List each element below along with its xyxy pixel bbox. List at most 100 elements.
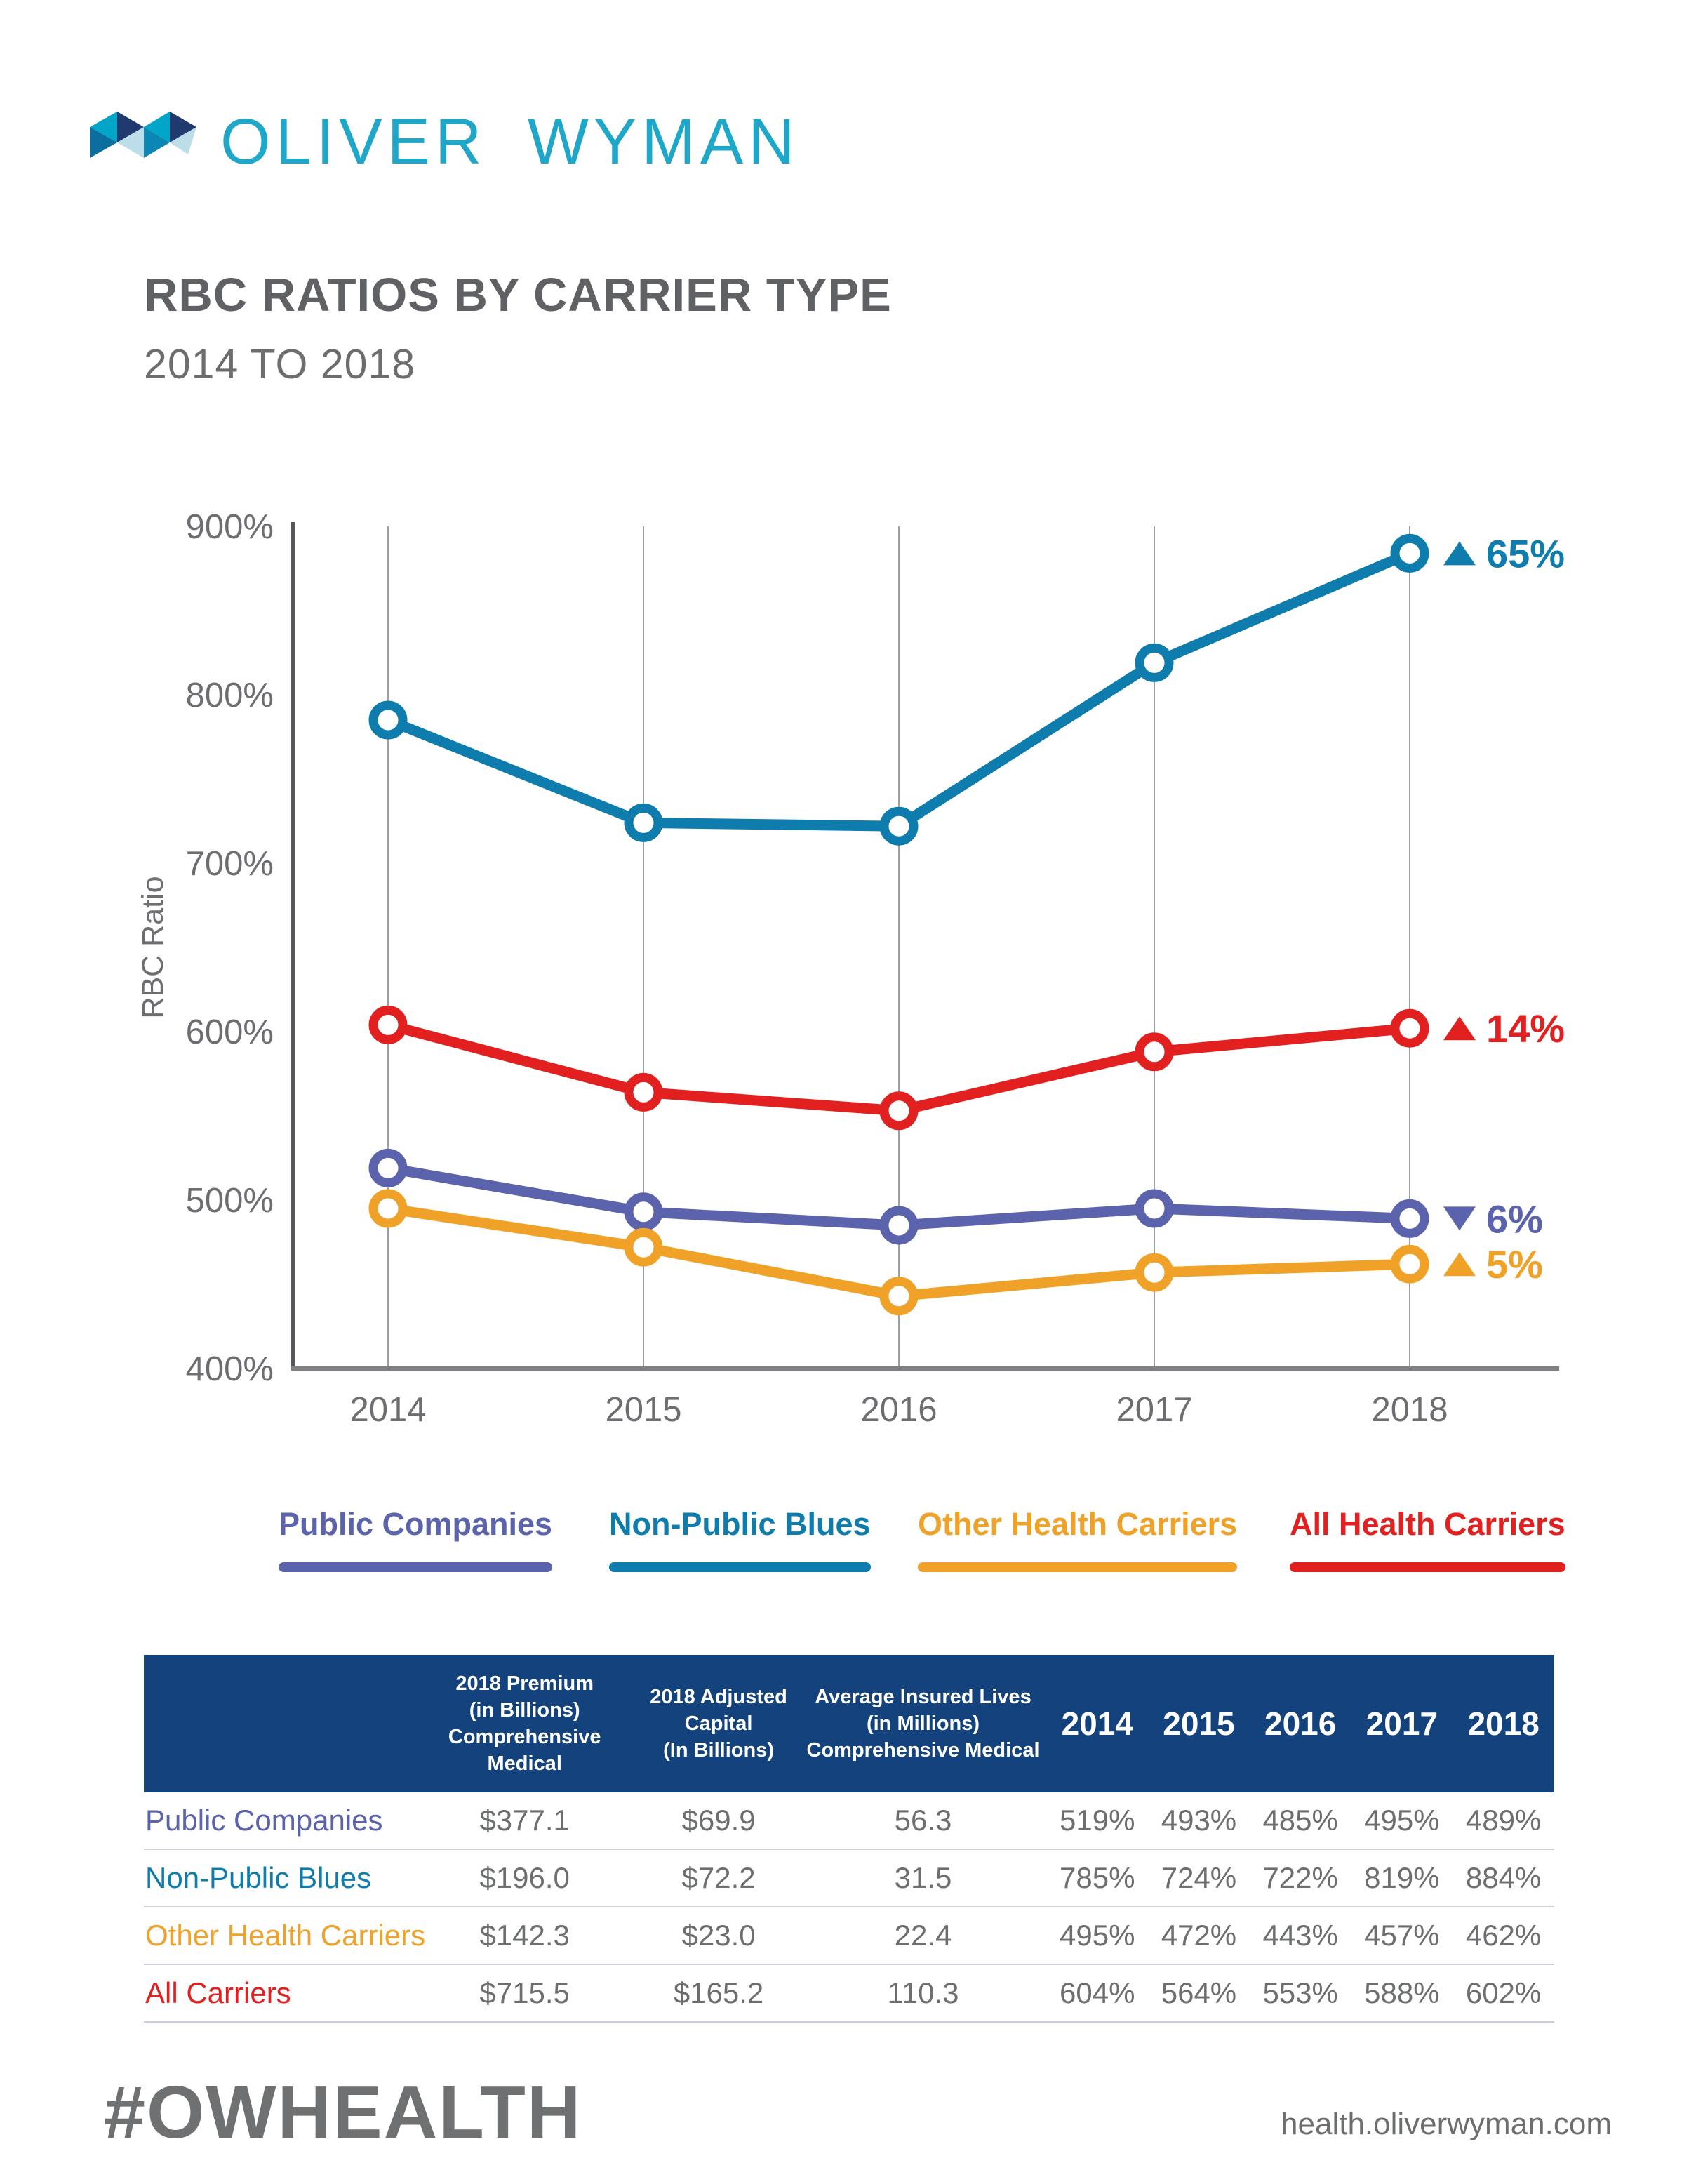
x-tick-label-2017: 2017 [1116, 1391, 1192, 1429]
data-point-non-public-blues-2018 [1390, 533, 1429, 573]
table-cell: 724% [1148, 1849, 1250, 1907]
data-point-other-health-carriers-2017 [1135, 1253, 1174, 1292]
legend-color-bar [279, 1562, 553, 1572]
table-cell: $23.0 [637, 1907, 800, 1965]
table-cell: 493% [1148, 1792, 1250, 1850]
data-point-other-health-carriers-2014 [368, 1189, 408, 1228]
table-cell: 485% [1249, 1792, 1351, 1850]
annotation-label-non-public-blues: 65% [1486, 531, 1565, 575]
table-cell: 884% [1453, 1849, 1554, 1907]
brand-wordmark: OLIVER WYMAN [220, 105, 800, 178]
data-point-public-companies-2015 [624, 1192, 663, 1232]
column-header-2014: 2014 [1046, 1655, 1149, 1792]
annotation-label-all-health-carriers: 14% [1486, 1006, 1565, 1051]
legend-color-bar [609, 1562, 871, 1572]
data-point-non-public-blues-2016 [879, 806, 919, 846]
table-cell: 31.5 [799, 1849, 1047, 1907]
y-axis-title: RBC Ratio [136, 876, 170, 1018]
column-header-2018: 2018 [1453, 1655, 1554, 1792]
x-tick-label-2018: 2018 [1371, 1391, 1448, 1429]
data-point-public-companies-2018 [1390, 1199, 1429, 1238]
table-cell: 819% [1351, 1849, 1453, 1907]
legend-label: Other Health Carriers [918, 1506, 1238, 1542]
table-cell: 588% [1351, 1964, 1453, 2023]
y-tick-label-400: 400% [186, 1350, 274, 1388]
table-cell: $69.9 [637, 1792, 800, 1850]
table-cell: 519% [1046, 1792, 1149, 1850]
carrier-data-table: 2018 Premium (in Billions) Comprehensive M… [144, 1655, 1554, 2023]
chart-legend: Public Companies Non-Public Blues Other He… [0, 1506, 1696, 1597]
footer-hashtag: #OWHEALTH [104, 2071, 582, 2154]
data-point-all-health-carriers-2015 [624, 1072, 663, 1112]
data-point-non-public-blues-2014 [368, 700, 408, 740]
row-label: Other Health Carriers [144, 1907, 425, 1965]
annotation-label-other-health-carriers: 5% [1486, 1242, 1543, 1286]
annotation-label-public-companies: 6% [1486, 1197, 1543, 1241]
column-header-2015: 2015 [1148, 1655, 1250, 1792]
table-cell: 785% [1046, 1849, 1149, 1907]
table-cell: 462% [1453, 1907, 1554, 1965]
column-header-row-label [144, 1655, 412, 1792]
data-point-all-health-carriers-2016 [879, 1091, 919, 1131]
title-block: RBC RATIOS BY CARRIER TYPE 2014 TO 2018 [144, 268, 892, 388]
legend-item-other-health-carriers: Other Health Carriers [918, 1506, 1238, 1572]
table-cell: 110.3 [799, 1964, 1047, 2023]
table-header: 2018 Premium (in Billions) Comprehensive M… [144, 1655, 1554, 1792]
x-tick-label-2016: 2016 [860, 1391, 937, 1429]
data-point-public-companies-2017 [1135, 1189, 1174, 1228]
column-header-2016: 2016 [1249, 1655, 1351, 1792]
table-header-row: 2018 Premium (in Billions) Comprehensive M… [144, 1655, 1554, 1792]
table-cell: 604% [1046, 1964, 1149, 2023]
table-cell: 457% [1351, 1907, 1453, 1965]
footer-website: health.oliverwyman.com [1281, 2107, 1612, 2141]
legend-color-bar [1290, 1562, 1565, 1572]
table-row-other-health-carriers: Other Health Carriers $142.3 $23.0 22.4 495%… [144, 1907, 1554, 1965]
data-point-public-companies-2016 [879, 1206, 919, 1245]
table-cell: 564% [1148, 1964, 1250, 2023]
legend-label: Public Companies [279, 1506, 553, 1542]
table-cell: $377.1 [411, 1792, 638, 1850]
table-cell: 495% [1351, 1792, 1453, 1850]
data-point-other-health-carriers-2018 [1390, 1244, 1429, 1284]
table-row-all-carriers: All Carriers $715.5 $165.2 110.3 604% 564% 553… [144, 1964, 1554, 2023]
triangle-up-icon [1443, 1016, 1476, 1041]
table-body: Public Companies $377.1 $69.9 56.3 519% 493% 4… [144, 1792, 1554, 2023]
page-title: RBC RATIOS BY CARRIER TYPE [144, 269, 892, 321]
table-cell: $142.3 [411, 1907, 638, 1965]
data-point-all-health-carriers-2017 [1135, 1032, 1174, 1072]
triangle-down-icon [1443, 1206, 1476, 1231]
column-header-2017: 2017 [1351, 1655, 1453, 1792]
data-point-other-health-carriers-2015 [624, 1227, 663, 1267]
triangle-up-icon [1443, 541, 1476, 566]
table-row-public-companies: Public Companies $377.1 $69.9 56.3 519% 493% 4… [144, 1792, 1554, 1850]
legend-item-all-health-carriers: All Health Carriers [1290, 1506, 1565, 1572]
row-label: Non-Public Blues [144, 1849, 412, 1907]
data-point-all-health-carriers-2014 [368, 1005, 408, 1044]
table-cell: $72.2 [637, 1849, 800, 1907]
y-tick-label-900: 900% [186, 508, 274, 546]
triangle-up-icon [1443, 1252, 1476, 1277]
x-tick-label-2014: 2014 [349, 1391, 426, 1429]
row-label: All Carriers [144, 1964, 412, 2023]
legend-label: Non-Public Blues [609, 1506, 871, 1542]
data-point-all-health-carriers-2018 [1390, 1008, 1429, 1048]
table-cell: $196.0 [411, 1849, 638, 1907]
data-point-public-companies-2014 [368, 1148, 408, 1187]
legend-item-public-companies: Public Companies [279, 1506, 553, 1572]
data-point-non-public-blues-2015 [624, 803, 663, 842]
column-header-2018-premium: 2018 Premium (in Billions) Comprehensive M… [411, 1655, 638, 1792]
column-header-average-insured-lives: Average Insured Lives (in Millions) Compre… [799, 1655, 1047, 1792]
table-cell: 22.4 [799, 1907, 1047, 1965]
table-cell: 495% [1046, 1907, 1149, 1965]
table-cell: 443% [1249, 1907, 1351, 1965]
column-header-2018-adjusted: 2018 Adjusted Capital (In Billions) [637, 1655, 800, 1792]
oliver-wyman-logo-icon [90, 112, 196, 158]
table-cell: 489% [1453, 1792, 1554, 1850]
brand-header: OLIVER WYMAN [90, 106, 800, 178]
table-cell: 553% [1249, 1964, 1351, 2023]
y-tick-label-700: 700% [186, 845, 274, 883]
table-cell: 602% [1453, 1964, 1554, 2023]
legend-color-bar [918, 1562, 1238, 1572]
x-tick-label-2015: 2015 [605, 1391, 681, 1429]
